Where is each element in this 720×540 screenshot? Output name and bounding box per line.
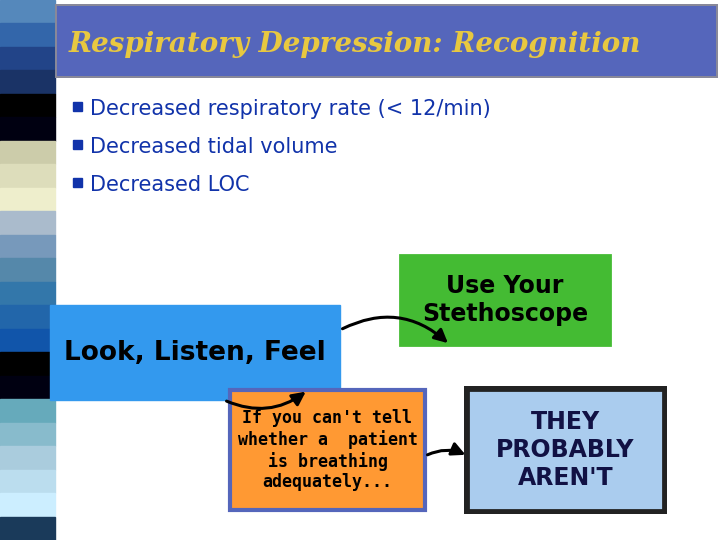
Bar — [0, 376, 55, 399]
FancyArrowPatch shape — [343, 317, 446, 341]
Bar — [0, 235, 55, 258]
FancyBboxPatch shape — [50, 305, 340, 400]
Bar — [0, 94, 55, 117]
Text: Decreased tidal volume: Decreased tidal volume — [90, 137, 338, 157]
Text: If you can't tell
whether a  patient
is breathing
adequately...: If you can't tell whether a patient is b… — [238, 409, 418, 491]
Text: Decreased respiratory rate (< 12/min): Decreased respiratory rate (< 12/min) — [90, 99, 491, 119]
Bar — [0, 23, 55, 47]
Bar — [0, 399, 55, 423]
Bar — [73, 102, 82, 111]
FancyBboxPatch shape — [230, 390, 425, 510]
Bar — [0, 0, 55, 23]
Bar — [73, 140, 82, 149]
Bar — [0, 329, 55, 352]
Bar — [0, 47, 55, 70]
FancyBboxPatch shape — [57, 6, 716, 76]
Bar — [73, 178, 82, 187]
Bar — [0, 446, 55, 470]
Bar — [0, 117, 55, 141]
Text: Look, Listen, Feel: Look, Listen, Feel — [64, 340, 326, 366]
Bar — [0, 517, 55, 540]
FancyBboxPatch shape — [55, 4, 718, 78]
Bar — [0, 423, 55, 446]
Bar — [0, 70, 55, 94]
Bar — [0, 141, 55, 164]
FancyBboxPatch shape — [468, 390, 663, 510]
FancyBboxPatch shape — [464, 386, 667, 514]
FancyArrowPatch shape — [428, 444, 462, 455]
Bar — [0, 258, 55, 282]
Bar — [0, 211, 55, 235]
Text: Use Your
Stethoscope: Use Your Stethoscope — [422, 274, 588, 326]
FancyBboxPatch shape — [400, 255, 610, 345]
Bar — [0, 470, 55, 493]
Bar — [0, 188, 55, 211]
Text: Decreased LOC: Decreased LOC — [90, 175, 250, 195]
Bar — [0, 164, 55, 188]
Bar — [0, 352, 55, 376]
Bar — [0, 305, 55, 329]
Text: THEY
PROBABLY
AREN'T: THEY PROBABLY AREN'T — [496, 410, 635, 490]
FancyArrowPatch shape — [227, 394, 303, 408]
Text: Respiratory Depression: Recognition: Respiratory Depression: Recognition — [69, 30, 642, 57]
Bar — [0, 282, 55, 305]
Bar — [0, 493, 55, 517]
